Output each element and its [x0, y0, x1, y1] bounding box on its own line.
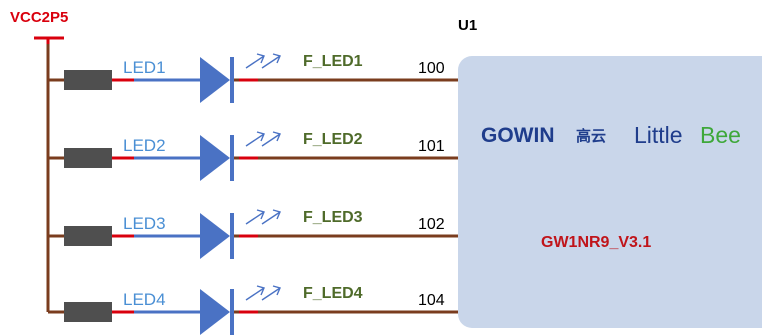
logo-product-a: Little	[634, 122, 683, 148]
led-label: LED1	[123, 58, 166, 77]
resistor	[64, 70, 112, 90]
emission-arrow	[245, 133, 265, 147]
emission-arrowhead	[272, 285, 281, 296]
emission-arrow	[245, 211, 265, 225]
pin-number: 102	[418, 216, 445, 233]
led-triangle	[200, 135, 230, 181]
emission-arrow	[261, 55, 281, 69]
led-label: LED3	[123, 214, 166, 233]
chip-body	[458, 56, 762, 328]
resistor	[64, 302, 112, 322]
resistor	[64, 226, 112, 246]
led-row: LED3 F_LED3 102	[48, 209, 458, 259]
emission-arrow	[261, 287, 281, 301]
net-label: F_LED2	[303, 131, 363, 148]
led-row: LED2 F_LED2 101	[48, 131, 458, 181]
emission-arrowhead	[256, 53, 265, 64]
net-label: F_LED1	[303, 53, 363, 70]
emission-arrowhead	[256, 131, 265, 142]
chip-ref: U1	[458, 17, 477, 34]
emission-arrow	[261, 211, 281, 225]
power-label: VCC2P5	[10, 9, 68, 26]
pin-number: 101	[418, 138, 445, 155]
net-label: F_LED4	[303, 285, 363, 302]
logo-brand: GOWIN	[481, 124, 555, 147]
emission-arrowhead	[256, 285, 265, 296]
emission-arrowhead	[272, 209, 281, 220]
emission-arrow	[261, 133, 281, 147]
emission-arrow	[245, 287, 265, 301]
emission-arrowhead	[256, 209, 265, 220]
led-triangle	[200, 289, 230, 335]
gowin-logo: GOWIN 高云 Little Bee	[481, 122, 741, 148]
led-row: LED1 F_LED1 100	[48, 53, 458, 103]
pin-number: 100	[418, 60, 445, 77]
led-label: LED4	[123, 290, 166, 309]
resistor	[64, 148, 112, 168]
led-row: LED4 F_LED4 104	[48, 285, 458, 335]
pin-number: 104	[418, 292, 445, 309]
logo-product-b: Bee	[700, 122, 741, 148]
power-rail: VCC2P5	[10, 9, 68, 312]
emission-arrow	[245, 55, 265, 69]
chip-part: GW1NR9_V3.1	[541, 234, 651, 251]
led-triangle	[200, 57, 230, 103]
net-label: F_LED3	[303, 209, 363, 226]
led-triangle	[200, 213, 230, 259]
logo-brand-cn: 高云	[576, 127, 606, 145]
chip-u1: U1 GOWIN 高云 Little Bee GW1NR9_V3.1	[458, 17, 762, 328]
emission-arrowhead	[272, 53, 281, 64]
emission-arrowhead	[272, 131, 281, 142]
led-label: LED2	[123, 136, 166, 155]
